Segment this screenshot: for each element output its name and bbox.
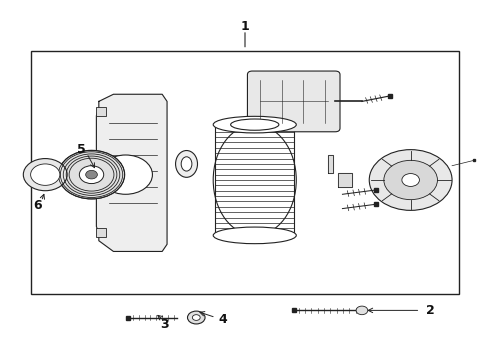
Ellipse shape [175,150,197,177]
Circle shape [193,315,200,320]
FancyBboxPatch shape [247,71,340,132]
Ellipse shape [181,157,192,171]
Bar [97,107,106,116]
Circle shape [99,155,152,194]
Text: 4: 4 [219,313,227,326]
Circle shape [79,166,104,184]
Circle shape [86,170,98,179]
Ellipse shape [213,227,296,244]
Circle shape [188,311,205,324]
Circle shape [369,150,452,210]
Polygon shape [97,94,167,251]
Circle shape [356,306,368,315]
Ellipse shape [231,119,279,130]
Text: 3: 3 [160,318,169,331]
Circle shape [384,160,438,200]
Text: 5: 5 [77,143,86,156]
Circle shape [58,150,124,199]
Polygon shape [338,173,352,187]
Circle shape [402,174,419,186]
Bar [97,228,106,237]
Text: 6: 6 [34,198,42,212]
Text: 1: 1 [241,20,249,33]
Ellipse shape [213,116,296,133]
Text: 2: 2 [426,304,435,317]
Bar [30,51,460,294]
Polygon shape [328,155,333,173]
Circle shape [30,164,60,185]
Circle shape [24,158,67,191]
